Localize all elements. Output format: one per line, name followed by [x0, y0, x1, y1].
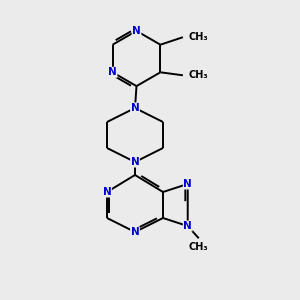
Text: N: N	[130, 157, 140, 167]
Text: N: N	[183, 221, 192, 231]
Text: N: N	[130, 103, 140, 113]
Text: N: N	[132, 26, 141, 36]
Text: CH₃: CH₃	[189, 242, 208, 252]
Text: CH₃: CH₃	[188, 70, 208, 80]
Text: N: N	[183, 179, 192, 189]
Text: CH₃: CH₃	[188, 32, 208, 42]
Text: N: N	[103, 187, 111, 197]
Text: N: N	[130, 227, 140, 237]
Text: N: N	[108, 67, 117, 77]
